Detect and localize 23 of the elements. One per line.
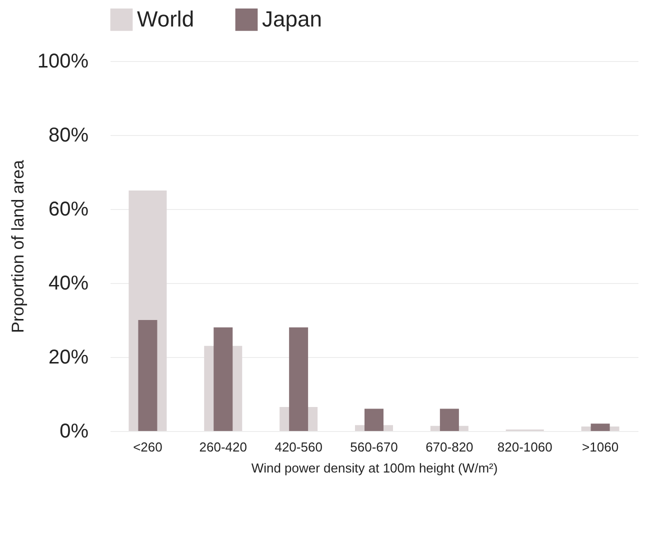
x-tick-label: 670-820 — [426, 440, 474, 454]
bar — [138, 320, 158, 431]
bar — [590, 424, 610, 431]
x-tick-label: >1060 — [582, 440, 619, 454]
y-tick-label: 0% — [60, 420, 89, 442]
legend-label: World — [137, 6, 194, 32]
x-tick-label: 260-420 — [199, 440, 247, 454]
y-axis-title: Proportion of land area — [8, 159, 28, 333]
x-tick-label: 820-1060 — [497, 440, 552, 454]
y-tick-label: 60% — [48, 198, 89, 220]
y-tick-label: 100% — [37, 50, 89, 72]
x-axis-title: Wind power density at 100m height (W/m²) — [251, 460, 498, 476]
y-tick-label: 20% — [48, 346, 89, 368]
x-tick-label: <260 — [133, 440, 162, 454]
bar — [289, 327, 308, 431]
bar — [364, 408, 384, 431]
x-tick-label: 560-670 — [350, 440, 398, 454]
legend-label: Japan — [262, 6, 322, 32]
bar — [440, 408, 459, 431]
y-tick-label: 40% — [48, 272, 89, 294]
bar — [214, 327, 233, 431]
y-tick-label: 80% — [48, 124, 89, 146]
x-tick-label: 420-560 — [274, 440, 322, 454]
